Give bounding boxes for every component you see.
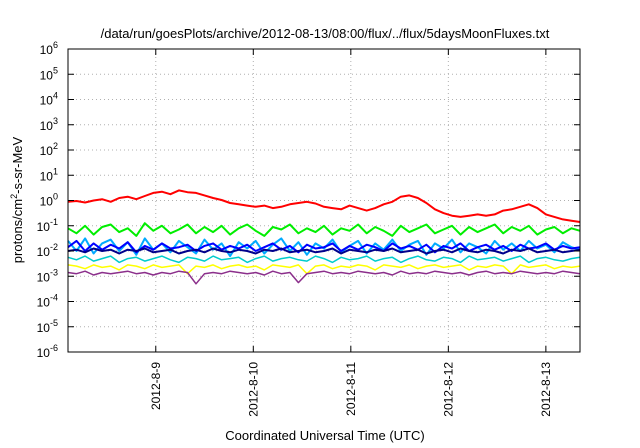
- y-tick-label-5: 10-1: [37, 217, 58, 234]
- y-tick-exponent-6: 0: [53, 192, 58, 202]
- series-line-6: [67, 264, 581, 275]
- y-tick-base-3: 10: [37, 270, 51, 284]
- y-tick-base-1: 10: [37, 321, 51, 335]
- series-line-7: [67, 270, 581, 285]
- x-tick-label-3: 2012-8-12: [441, 362, 455, 417]
- y-tick-exponent-10: 4: [53, 91, 58, 101]
- x-tick-label-2: 2012-8-11: [344, 362, 358, 416]
- y-tick-label-3: 10-3: [37, 267, 58, 284]
- x-tick-labels: 2012-8-9 2012-8-10 2012-8-11 2012-8-12 2012-…: [149, 362, 553, 417]
- y-axis-label: protons/cm2-s-sr-MeV: [9, 136, 25, 263]
- y-tick-label-9: 103: [40, 116, 58, 133]
- y-tick-base-2: 10: [37, 296, 51, 310]
- x-tick-label-1: 2012-8-10: [246, 362, 260, 417]
- y-tick-base-12: 10: [40, 43, 54, 57]
- plot-frame: [67, 48, 581, 353]
- series-layer: [67, 189, 581, 285]
- series-line-4: [67, 247, 581, 255]
- y-tick-exponent-0: -6: [50, 343, 58, 353]
- y-tick-exponent-8: 2: [53, 141, 58, 151]
- y-tick-label-10: 104: [40, 91, 58, 108]
- y-tick-label-1: 10-5: [37, 318, 58, 335]
- y-tick-label-11: 105: [40, 65, 58, 82]
- y-axis-label-rest: -s-sr-MeV: [10, 136, 25, 193]
- y-tick-base-8: 10: [40, 144, 54, 158]
- y-tick-exponent-11: 5: [53, 65, 58, 75]
- y-tick-exponent-12: 6: [53, 40, 58, 50]
- y-tick-label-12: 106: [40, 40, 58, 57]
- y-tick-base-9: 10: [40, 119, 54, 133]
- chart-title: /data/run/goesPlots/archive/2012-08-13/0…: [101, 26, 550, 41]
- y-tick-exponent-5: -1: [50, 217, 58, 227]
- y-tick-base-4: 10: [37, 245, 51, 259]
- x-tick-label-4: 2012-8-13: [539, 362, 553, 417]
- series-line-3: [67, 239, 581, 254]
- series-line-1: [67, 222, 581, 237]
- y-tick-label-2: 10-4: [37, 293, 58, 310]
- y-tick-exponent-3: -3: [50, 267, 58, 277]
- y-tick-label-4: 10-2: [37, 242, 58, 259]
- x-tick-label-0: 2012-8-9: [149, 362, 163, 410]
- series-line-5: [67, 255, 581, 264]
- y-tick-exponent-1: -5: [50, 318, 58, 328]
- y-tick-base-10: 10: [40, 94, 54, 108]
- x-axis-label: Coordinated Universal Time (UTC): [225, 428, 424, 443]
- y-tick-label-6: 100: [40, 192, 58, 209]
- y-tick-labels: 10-610-510-410-310-210-11001011021031041…: [37, 40, 58, 360]
- y-axis-label-main: protons/cm: [10, 199, 25, 263]
- series-line-0: [67, 189, 581, 223]
- y-tick-exponent-2: -4: [50, 293, 58, 303]
- y-tick-base-5: 10: [37, 220, 51, 234]
- y-tick-label-8: 102: [40, 141, 58, 158]
- grid-lines: [68, 49, 580, 352]
- y-tick-base-7: 10: [40, 169, 54, 183]
- y-tick-label-7: 101: [40, 166, 58, 183]
- y-axis-label-sup: 2: [9, 194, 19, 199]
- y-tick-exponent-9: 3: [53, 116, 58, 126]
- y-tick-exponent-7: 1: [53, 166, 58, 176]
- y-tick-base-11: 10: [40, 68, 54, 82]
- y-tick-label-0: 10-6: [37, 343, 58, 360]
- y-tick-exponent-4: -2: [50, 242, 58, 252]
- y-tick-base-6: 10: [40, 195, 54, 209]
- y-tick-base-0: 10: [37, 346, 51, 360]
